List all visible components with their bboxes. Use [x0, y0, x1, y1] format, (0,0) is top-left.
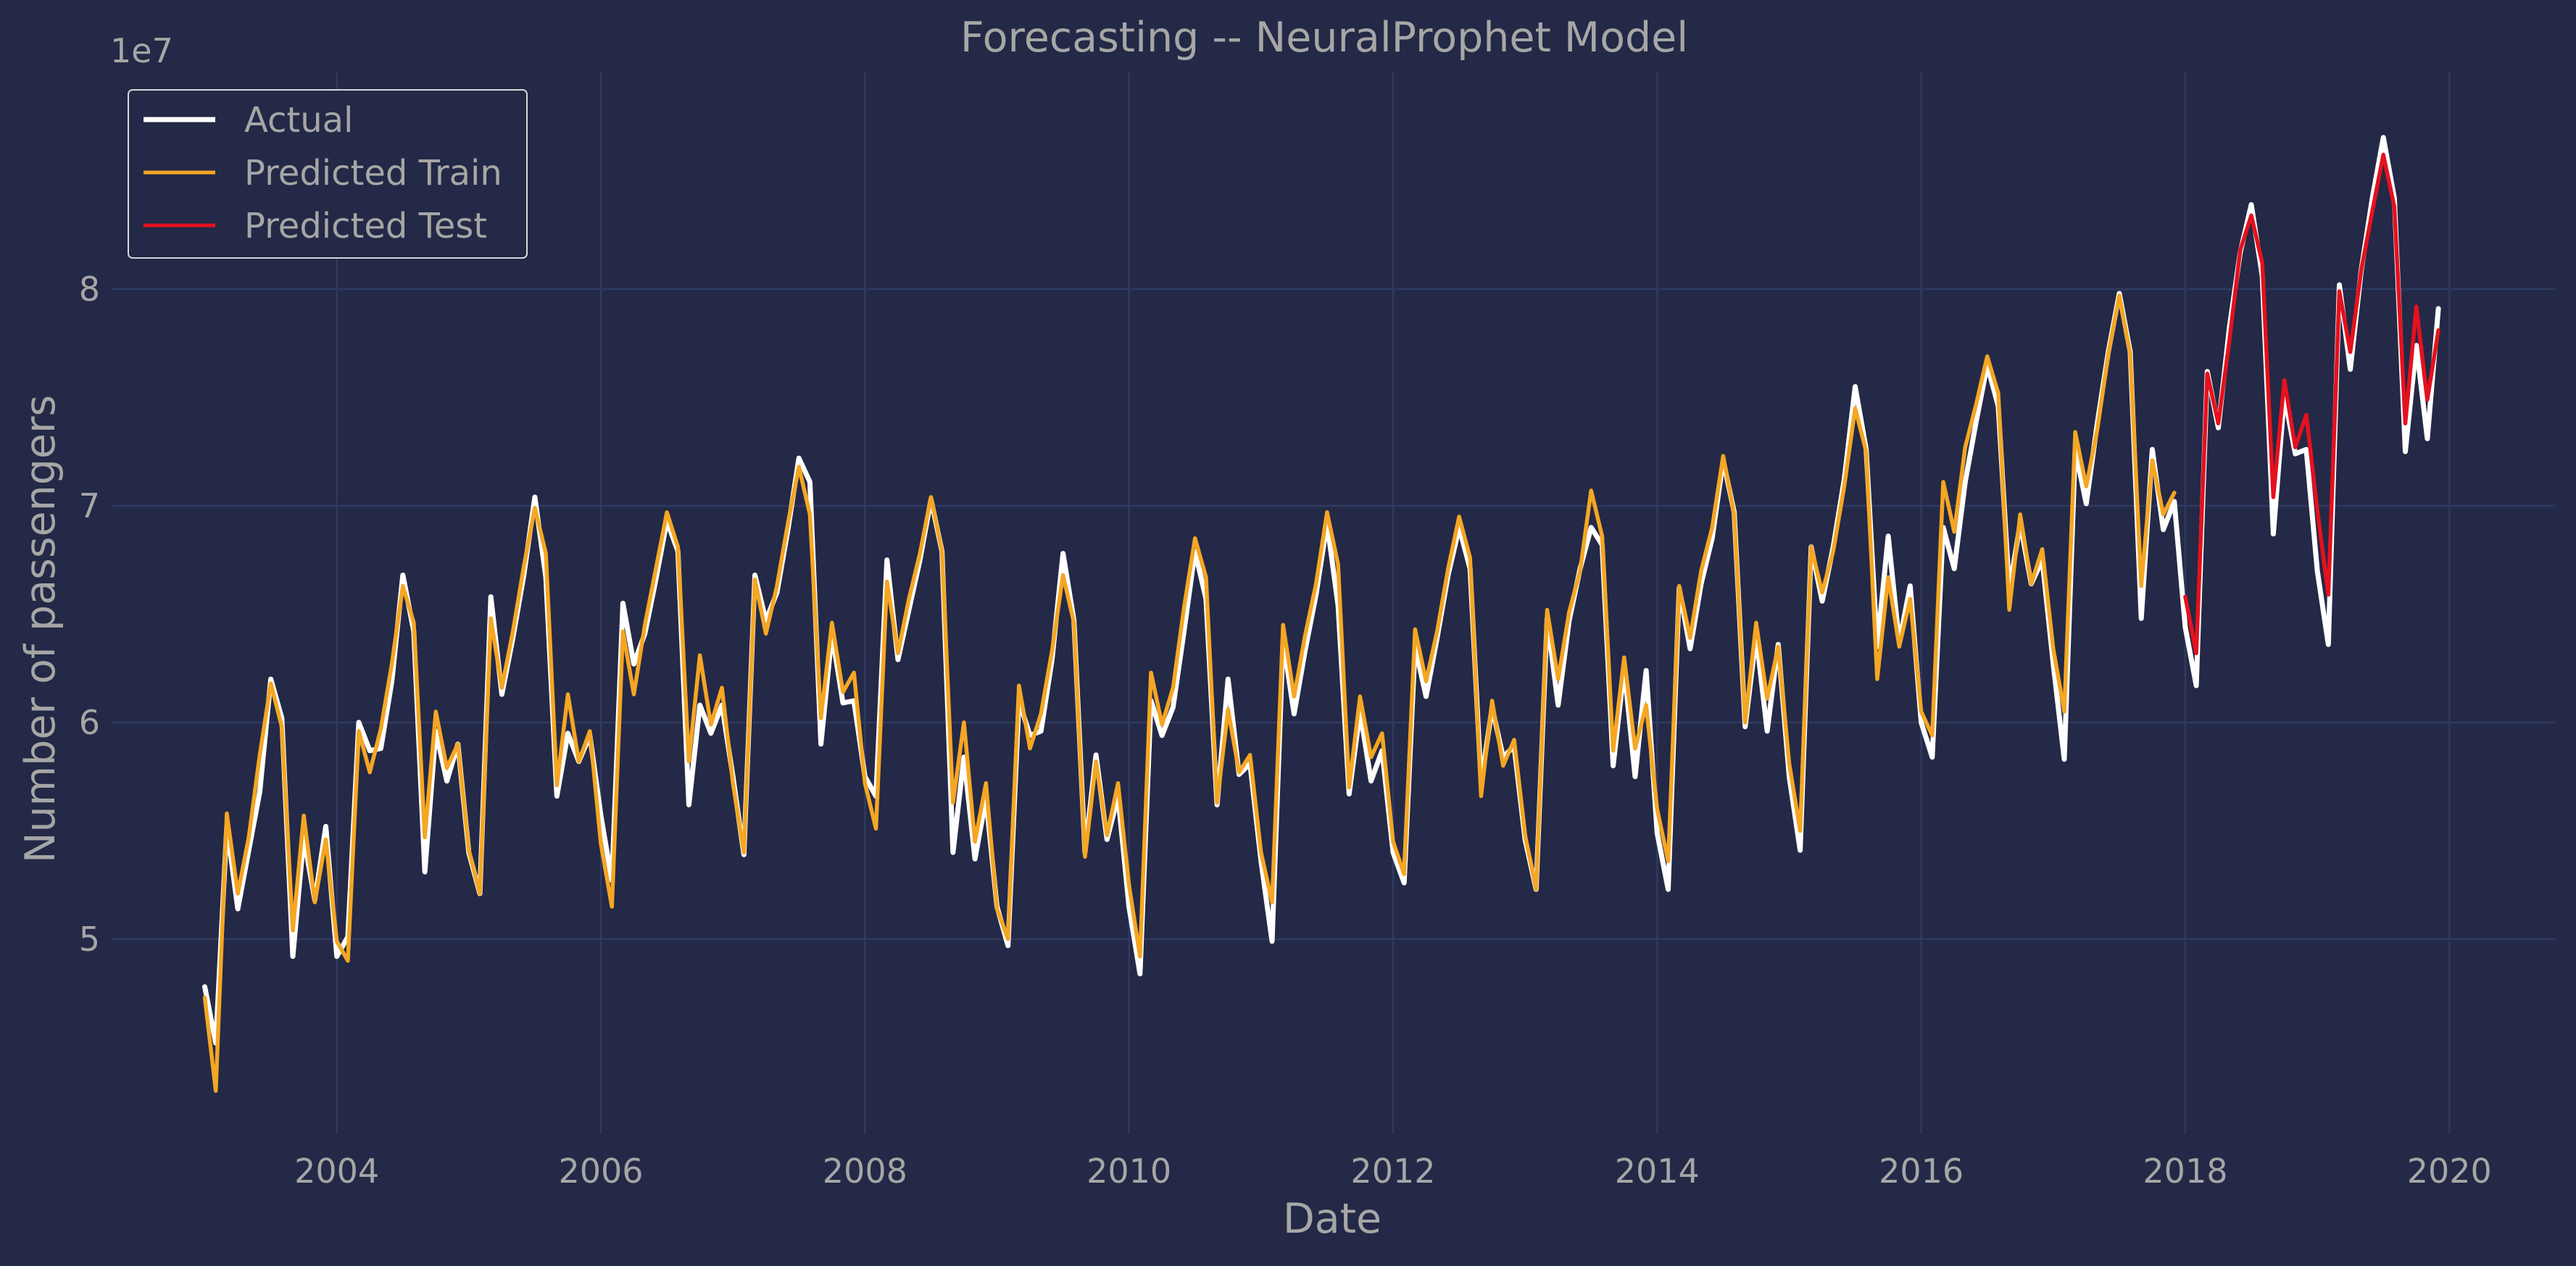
x-tick-label: 2004 [294, 1152, 379, 1191]
x-tick-label: 2014 [1615, 1152, 1700, 1191]
legend-label-train: Predicted Train [244, 153, 502, 193]
y-multiplier-label: 1e7 [110, 31, 173, 70]
x-axis-label: Date [1283, 1195, 1382, 1243]
series-layer [202, 135, 2441, 1093]
y-tick-label: 6 [79, 703, 100, 742]
legend-label-test: Predicted Test [244, 206, 487, 246]
legend-frame [128, 89, 528, 259]
y-tick-label: 8 [79, 270, 100, 309]
x-tick-label: 2012 [1350, 1152, 1435, 1191]
y-tick-label: 7 [79, 486, 100, 525]
x-tick-label: 2018 [2143, 1152, 2227, 1191]
y-tick-label: 5 [79, 920, 100, 959]
tick-labels: 2004 2006 2008 2010 2012 2014 2016 2018 2020 5 6 7 8 [79, 270, 2492, 1191]
x-tick-label: 2008 [823, 1152, 907, 1191]
x-tick-label: 2010 [1087, 1152, 1171, 1191]
legend: Actual Predicted Train Predicted Test [128, 89, 528, 259]
predicted-test-line [2183, 152, 2440, 656]
x-tick-label: 2016 [1879, 1152, 1964, 1191]
predicted-train-line [202, 293, 2177, 1093]
legend-label-actual: Actual [244, 100, 353, 141]
grid [112, 72, 2555, 1134]
x-tick-label: 2006 [558, 1152, 643, 1191]
y-axis-label: Number of passengers [17, 395, 65, 863]
x-tick-label: 2020 [2407, 1152, 2492, 1191]
chart-title: Forecasting -- NeuralProphet Model [960, 14, 1688, 62]
